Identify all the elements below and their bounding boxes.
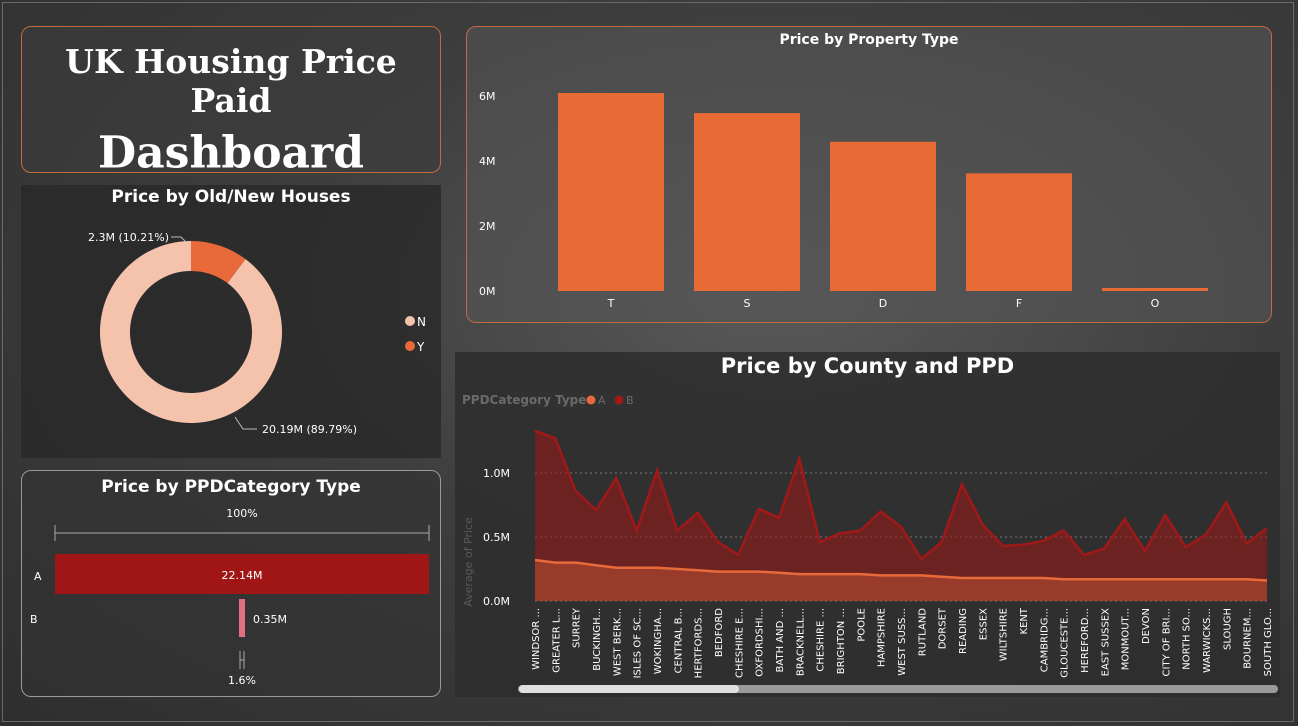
- county-area-chart[interactable]: PPDCategory Type A B Average of Price 0.…: [455, 352, 1280, 697]
- county-xtick: WARWICKS...: [1202, 608, 1213, 673]
- legend-y-marker: [405, 341, 415, 351]
- property-xtick-f: F: [1016, 297, 1022, 310]
- property-title: Price by Property Type: [779, 32, 959, 48]
- title-card: UK Housing Price Paid Dashboard: [21, 26, 441, 179]
- dashboard-title-line1: UK Housing Price Paid: [65, 42, 397, 120]
- county-area-b: [535, 430, 1267, 601]
- county-ppd-card[interactable]: Price by County and PPD PPDCategory Type…: [455, 352, 1280, 697]
- property-xtick-d: D: [879, 297, 887, 310]
- ppd-bar-b-value: 0.35M: [253, 613, 287, 626]
- ppd-bottom-percent: 1.6%: [228, 674, 256, 687]
- county-xtick: BEDFORD: [714, 608, 725, 657]
- county-xtick: ISLES OF SC...: [633, 608, 644, 678]
- county-xtick: HERTFORDS...: [694, 608, 705, 678]
- ppd-category-card[interactable]: Price by PPDCategory Type 100% A B 22.14…: [21, 470, 441, 697]
- ppd-bar-b[interactable]: [239, 599, 245, 637]
- county-y-axis-label: Average of Price: [462, 517, 475, 607]
- county-xtick: BUCKINGH...: [592, 608, 603, 671]
- property-bar-d[interactable]: [830, 141, 936, 291]
- property-xtick-o: O: [1151, 297, 1160, 310]
- county-xtick: GREATER L...: [551, 608, 562, 673]
- ppd-bar-a[interactable]: [55, 554, 429, 594]
- donut-y-leader-line: [171, 236, 186, 242]
- county-xtick: GLOUCESTE...: [1060, 608, 1071, 678]
- property-type-card[interactable]: Price by Property Type 0M 2M 4M 6M T S D F O: [466, 26, 1272, 323]
- county-xtick: POOLE: [856, 608, 867, 642]
- county-xtick: ESSEX: [978, 608, 989, 640]
- county-xtick: READING: [958, 608, 969, 654]
- county-xtick: CENTRAL B...: [673, 608, 684, 673]
- prop-ytick-2: 2M: [479, 220, 496, 233]
- donut-slice-n[interactable]: [100, 241, 282, 423]
- property-xtick-s: S: [744, 297, 751, 310]
- county-xtick: BRACKNELL...: [795, 608, 806, 676]
- ppd-category-a-label: A: [34, 570, 42, 583]
- county-legend-b-label[interactable]: B: [626, 394, 634, 407]
- county-xtick: WEST BERK...: [612, 608, 623, 676]
- county-legend-title: PPDCategory Type: [462, 393, 586, 407]
- county-legend-a-marker: [586, 395, 596, 405]
- county-ytick-05: 0.5M: [483, 531, 510, 544]
- county-xtick: EAST SUSSEX: [1100, 608, 1111, 676]
- property-bar-t[interactable]: [558, 93, 664, 291]
- county-xtick: DORSET: [938, 607, 949, 649]
- county-legend-a-label[interactable]: A: [598, 394, 606, 407]
- property-bar-f[interactable]: [966, 173, 1072, 291]
- county-xtick: WILTSHIRE: [999, 608, 1010, 661]
- ppd-category-b-label: B: [30, 613, 38, 626]
- dashboard-title-line2: Dashboard: [98, 127, 364, 179]
- county-xtick: MONMOUT...: [1121, 608, 1132, 670]
- legend-n-label[interactable]: N: [417, 315, 426, 329]
- prop-ytick-4: 4M: [479, 155, 496, 168]
- county-xtick: BRIGHTON ...: [836, 608, 847, 674]
- property-bar-chart[interactable]: 0M 2M 4M 6M T S D F O: [467, 27, 1273, 324]
- property-bar-s[interactable]: [694, 113, 800, 291]
- county-line-a[interactable]: [534, 558, 1268, 582]
- county-xtick: CHESHIRE ...: [816, 608, 827, 672]
- ppd-title: Price by PPDCategory Type: [101, 477, 361, 497]
- county-xtick: CHESHIRE E...: [734, 608, 745, 678]
- county-xtick: RUTLAND: [917, 608, 928, 656]
- county-scrollbar-thumb[interactable]: [519, 685, 739, 693]
- prop-ytick-0: 0M: [479, 285, 496, 298]
- county-xtick: SOUTH GLO...: [1263, 608, 1274, 676]
- legend-n-marker: [405, 316, 415, 326]
- county-xtick: CAMBRIDG...: [1039, 608, 1050, 672]
- donut-chart[interactable]: 2.3M (10.21%) 20.19M (89.79%) N Y: [21, 185, 441, 458]
- county-xtick: HEREFORD...: [1080, 608, 1091, 673]
- county-xtick: OXFORDSHI...: [755, 608, 766, 677]
- county-legend-b-marker: [614, 395, 624, 405]
- county-area-a: [535, 560, 1267, 601]
- donut-slice-y[interactable]: [191, 241, 246, 284]
- ppd-bar-chart[interactable]: 100% A B 22.14M 0.35M 1.6%: [22, 471, 442, 698]
- donut-n-leader-line: [234, 416, 257, 430]
- property-xtick-t: T: [607, 297, 615, 310]
- county-xtick: BATH AND ...: [775, 608, 786, 672]
- old-new-donut-card[interactable]: Price by Old/New Houses 2.3M (10.21%) 20…: [21, 185, 441, 458]
- county-xtick: SURREY: [572, 607, 583, 648]
- county-line-b[interactable]: [534, 429, 1268, 561]
- ppd-bar-a-value: 22.14M: [222, 569, 263, 582]
- county-xtick: WEST SUSS...: [897, 608, 908, 676]
- prop-ytick-6: 6M: [479, 90, 496, 103]
- legend-y-label[interactable]: Y: [416, 340, 425, 354]
- county-xtick: DEVON: [1141, 608, 1152, 644]
- county-xtick: BOURNEM...: [1243, 608, 1254, 669]
- property-bar-o[interactable]: [1102, 288, 1208, 291]
- county-xtick: KENT: [1019, 607, 1030, 634]
- ppd-top-percent: 100%: [226, 507, 257, 520]
- county-ytick-1: 1.0M: [483, 467, 510, 480]
- county-xtick: SLOUGH: [1222, 608, 1233, 650]
- county-xtick: WOKINGHA...: [653, 608, 664, 674]
- county-title: Price by County and PPD: [720, 354, 1015, 378]
- county-xtick: HAMPSHIRE: [877, 608, 888, 667]
- donut-title: Price by Old/New Houses: [111, 187, 351, 207]
- donut-label-n: 20.19M (89.79%): [262, 423, 357, 436]
- donut-label-y: 2.3M (10.21%): [88, 231, 169, 244]
- county-ytick-0: 0.0M: [483, 595, 510, 608]
- county-xtick: NORTH SO...: [1182, 608, 1193, 670]
- county-xtick: CITY OF BRI...: [1161, 608, 1172, 676]
- county-xtick: WINDSOR ...: [531, 608, 542, 670]
